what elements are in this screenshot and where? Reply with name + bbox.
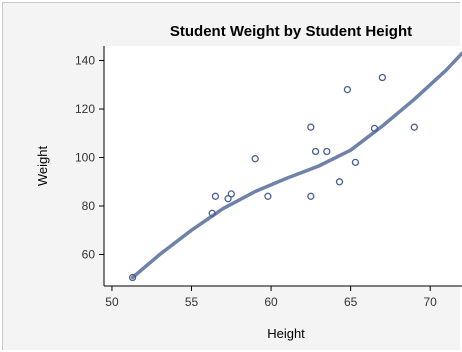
plot-background (104, 46, 462, 286)
x-tick-label: 70 (423, 295, 437, 309)
data-point (227, 190, 235, 198)
y-tick-label: 120 (75, 102, 95, 116)
data-point (128, 273, 137, 282)
y-axis-label: Weight (35, 146, 50, 187)
axes: 50 55 60 65 70 60 80 100 120 140 (75, 46, 462, 309)
fit-line (130, 51, 462, 280)
x-tick-label: 55 (185, 295, 199, 309)
data-point (208, 209, 216, 217)
data-point (351, 158, 360, 167)
y-tick-label: 100 (75, 151, 95, 165)
data-point (307, 123, 315, 131)
y-tick-label: 80 (82, 199, 96, 213)
x-axis-label: Height (267, 326, 305, 341)
data-point (335, 178, 344, 186)
y-tick-label: 140 (75, 54, 95, 68)
data-point (251, 155, 259, 163)
data-point (323, 147, 331, 156)
data-point (311, 147, 320, 156)
data-point (307, 192, 315, 200)
data-point (343, 85, 352, 94)
data-point (224, 195, 232, 203)
x-tick-label: 50 (105, 295, 119, 309)
y-tick-label: 60 (82, 247, 96, 261)
data-point (410, 123, 418, 131)
x-tick-label: 65 (344, 295, 358, 309)
chart-title: Student Weight by Student Height (170, 23, 412, 40)
plot-area (104, 46, 462, 286)
data-point (370, 124, 379, 133)
data-point (211, 192, 220, 200)
data-point (264, 192, 272, 200)
data-point (378, 73, 387, 82)
x-tick-label: 60 (264, 295, 278, 309)
